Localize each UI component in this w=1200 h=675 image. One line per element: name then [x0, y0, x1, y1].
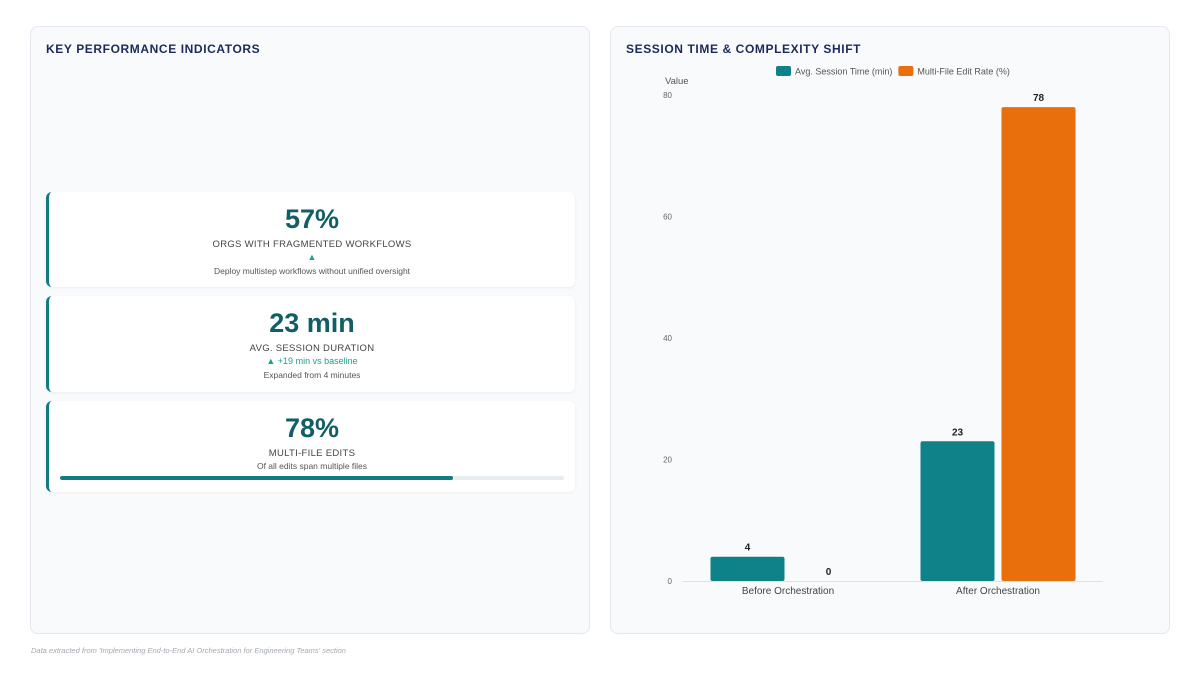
chart-panel-title: SESSION TIME & COMPLEXITY SHIFT [626, 42, 862, 56]
kpi-label: MULTI-FILE EDITS [268, 448, 356, 459]
kpi-label: AVG. SESSION DURATION [249, 343, 375, 354]
kpi-description: Deploy multistep workflows without unifi… [213, 266, 411, 276]
legend-swatch-0 [776, 66, 791, 76]
legend-swatch-1 [898, 66, 914, 76]
bar-1-1 [1001, 107, 1076, 582]
bar-chart: Avg. Session Time (min) Multi-File Edit R… [663, 66, 1103, 597]
data-label-1-1: 78 [1033, 93, 1045, 104]
y-tick-label-20: 20 [663, 456, 672, 465]
progress-bar-fill [60, 476, 454, 480]
x-tick-label-1: After Orchestration [956, 586, 1040, 597]
kpi-description: Expanded from 4 minutes [263, 370, 361, 380]
progress-bar [60, 476, 564, 480]
legend-label-0: Avg. Session Time (min) [795, 67, 892, 77]
y-tick-label-60: 60 [663, 213, 672, 222]
trend-up-icon: ▲ [307, 252, 317, 262]
bar-0-1 [920, 441, 995, 581]
data-label-1-0: 0 [826, 567, 832, 578]
kpi-label: ORGS WITH FRAGMENTED WORKFLOWS [212, 239, 412, 250]
y-tick-label-0: 0 [668, 577, 673, 586]
kpi-card-fragmented-workflows: 57% ORGS WITH FRAGMENTED WORKFLOWS ▲ Dep… [46, 192, 575, 287]
kpi-card-session-duration: 23 min AVG. SESSION DURATION ▲ +19 min v… [46, 296, 575, 392]
kpi-card-multi-file-edits: 78% MULTI-FILE EDITS Of all edits span m… [46, 401, 575, 492]
kpi-trend: ▲ +19 min vs baseline [266, 356, 358, 366]
kpi-description: Of all edits span multiple files [256, 461, 368, 471]
kpi-panel-title: KEY PERFORMANCE INDICATORS [46, 42, 261, 56]
chart-panel: SESSION TIME & COMPLEXITY SHIFT Avg. Ses… [610, 26, 1170, 634]
data-label-0-0: 4 [745, 543, 751, 554]
kpi-value: 23 min [269, 308, 355, 338]
x-tick-label-0: Before Orchestration [742, 586, 834, 597]
y-axis-title: Value [665, 76, 689, 87]
bar-0-0 [710, 556, 785, 581]
legend-label-1: Multi-File Edit Rate (%) [917, 67, 1010, 77]
kpi-value: 78% [284, 413, 340, 443]
kpi-panel: KEY PERFORMANCE INDICATORS 57% ORGS WITH… [30, 26, 590, 634]
kpi-value: 57% [284, 204, 340, 234]
data-label-0-1: 23 [952, 427, 964, 438]
y-tick-label-40: 40 [663, 334, 672, 343]
y-tick-label-80: 80 [663, 91, 672, 100]
footnote: Data extracted from 'Implementing End-to… [31, 646, 346, 655]
